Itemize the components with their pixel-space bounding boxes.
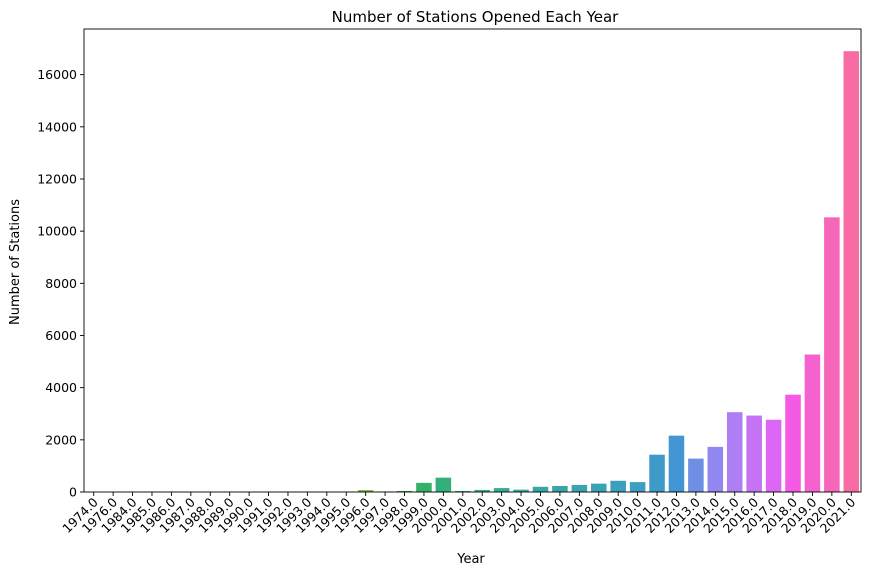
y-tick-label: 4000 bbox=[45, 380, 77, 395]
y-tick-label: 16000 bbox=[37, 67, 77, 82]
bar-2013.0 bbox=[688, 458, 704, 492]
bar-2016.0 bbox=[746, 415, 762, 492]
y-axis-label: Number of Stations bbox=[8, 199, 23, 325]
y-tick-label: 2000 bbox=[45, 432, 77, 447]
plot-area bbox=[85, 51, 860, 493]
bar-2006.0 bbox=[552, 486, 568, 492]
plot-frame bbox=[83, 28, 862, 493]
x-axis: 1974.01976.01984.01985.01986.01987.01988… bbox=[59, 492, 858, 536]
bar-2021.0 bbox=[843, 51, 860, 493]
x-axis-label: Year bbox=[456, 552, 485, 567]
y-tick-label: 12000 bbox=[37, 171, 77, 186]
y-tick-label: 6000 bbox=[45, 328, 77, 343]
bar-1998.0 bbox=[396, 490, 413, 492]
bar-2012.0 bbox=[668, 435, 685, 492]
y-tick-label: 8000 bbox=[45, 276, 77, 291]
bar-2018.0 bbox=[785, 394, 801, 492]
bar-2009.0 bbox=[610, 480, 626, 492]
bar-2008.0 bbox=[590, 483, 607, 492]
bar-2001.0 bbox=[455, 490, 471, 492]
y-tick-label: 0 bbox=[69, 485, 77, 500]
bar-2004.0 bbox=[513, 489, 529, 492]
bar-2014.0 bbox=[707, 446, 724, 492]
bar-2011.0 bbox=[649, 454, 665, 492]
bar-1996.0 bbox=[357, 490, 374, 492]
bar-2002.0 bbox=[474, 489, 490, 492]
y-axis: 0 2000 4000 6000 8000 10000 12000 14000 16000 bbox=[37, 67, 84, 500]
bar-2017.0 bbox=[765, 419, 782, 492]
bar-2010.0 bbox=[629, 482, 646, 492]
y-tick-label: 14000 bbox=[37, 119, 77, 134]
bar-2003.0 bbox=[493, 488, 510, 492]
bar-2005.0 bbox=[532, 486, 549, 492]
bar-2007.0 bbox=[571, 484, 588, 492]
bar-1999.0 bbox=[416, 482, 432, 492]
bar-2020.0 bbox=[824, 217, 840, 492]
chart-title: Number of Stations Opened Each Year bbox=[332, 8, 620, 26]
bar-2015.0 bbox=[726, 412, 743, 492]
y-tick-label: 10000 bbox=[37, 224, 77, 239]
bar-2019.0 bbox=[804, 354, 821, 492]
bar-2000.0 bbox=[435, 477, 452, 492]
